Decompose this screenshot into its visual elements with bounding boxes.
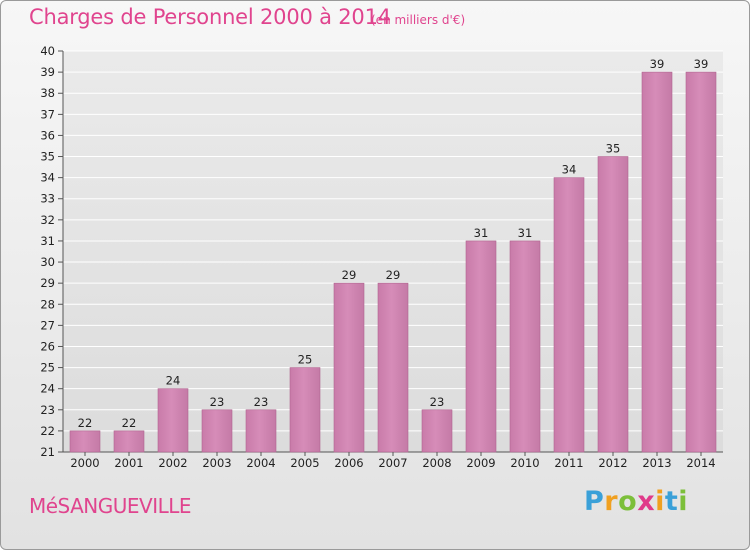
y-tick-label: 36 — [40, 128, 55, 142]
y-tick-label: 39 — [40, 65, 55, 79]
logo-letter: t — [664, 486, 679, 517]
y-tick-label: 29 — [40, 276, 55, 290]
logo-letter: i — [678, 486, 689, 517]
data-label: 23 — [430, 395, 445, 409]
bar — [113, 430, 145, 453]
data-label: 29 — [342, 268, 357, 282]
data-label: 35 — [606, 142, 621, 156]
logo-letter: i — [655, 486, 665, 517]
x-tick-label: 2003 — [202, 456, 231, 470]
x-tick-label: 2000 — [70, 456, 99, 470]
proxiti-logo: Proxiti — [584, 486, 688, 517]
y-tick-label: 24 — [40, 382, 55, 396]
x-tick-label: 2006 — [334, 456, 363, 470]
x-tick-label: 2001 — [114, 456, 143, 470]
bar — [421, 409, 453, 453]
bar — [157, 388, 189, 453]
data-label: 25 — [298, 353, 313, 367]
bar — [553, 177, 585, 453]
data-label: 31 — [474, 226, 489, 240]
data-label: 23 — [210, 395, 225, 409]
commune-name: MéSANGUEVILLE — [29, 494, 192, 518]
y-tick-label: 27 — [40, 318, 55, 332]
data-label: 22 — [122, 416, 137, 430]
x-tick-label: 2012 — [598, 456, 627, 470]
bar — [597, 156, 629, 453]
bar — [377, 282, 409, 453]
y-tick-label: 26 — [40, 339, 55, 353]
logo-letter: x — [637, 486, 656, 517]
bar — [465, 240, 497, 453]
x-tick-label: 2005 — [290, 456, 319, 470]
y-tick-label: 23 — [40, 403, 55, 417]
y-tick-label: 32 — [40, 213, 55, 227]
y-tick-label: 40 — [40, 44, 55, 58]
x-tick-label: 2011 — [554, 456, 583, 470]
logo-letter: r — [604, 486, 619, 517]
data-label: 29 — [386, 268, 401, 282]
data-label: 22 — [78, 416, 93, 430]
x-tick-label: 2009 — [466, 456, 495, 470]
y-tick-label: 30 — [40, 255, 55, 269]
y-tick-label: 21 — [40, 445, 55, 459]
y-tick-label: 38 — [40, 86, 55, 100]
bar — [641, 71, 673, 453]
data-label: 39 — [694, 57, 709, 71]
x-tick-label: 2014 — [686, 456, 715, 470]
bar — [685, 71, 717, 453]
x-tick-label: 2013 — [642, 456, 671, 470]
x-tick-label: 2010 — [510, 456, 539, 470]
x-tick-label: 2004 — [246, 456, 275, 470]
y-tick-label: 37 — [40, 107, 55, 121]
y-tick-label: 33 — [40, 192, 55, 206]
chart-title: Charges de Personnel 2000 à 2014 — [29, 5, 391, 29]
data-label: 31 — [518, 226, 533, 240]
logo-letter: o — [618, 486, 638, 517]
data-label: 34 — [562, 163, 577, 177]
x-tick-label: 2002 — [158, 456, 187, 470]
y-tick-label: 31 — [40, 234, 55, 248]
bar — [245, 409, 277, 453]
x-tick-label: 2007 — [378, 456, 407, 470]
y-tick-label: 22 — [40, 424, 55, 438]
logo-letter: P — [584, 486, 605, 517]
bar — [69, 430, 101, 453]
bar — [509, 240, 541, 453]
y-tick-label: 28 — [40, 297, 55, 311]
data-label: 23 — [254, 395, 269, 409]
bar — [201, 409, 233, 453]
y-tick-label: 35 — [40, 150, 55, 164]
y-tick-label: 25 — [40, 361, 55, 375]
data-label: 24 — [166, 374, 181, 388]
bar — [289, 367, 321, 453]
y-tick-label: 34 — [40, 171, 55, 185]
data-label: 39 — [650, 57, 665, 71]
chart-subtitle: (en milliers d'€) — [371, 13, 466, 27]
x-tick-label: 2008 — [422, 456, 451, 470]
bar — [333, 282, 365, 453]
